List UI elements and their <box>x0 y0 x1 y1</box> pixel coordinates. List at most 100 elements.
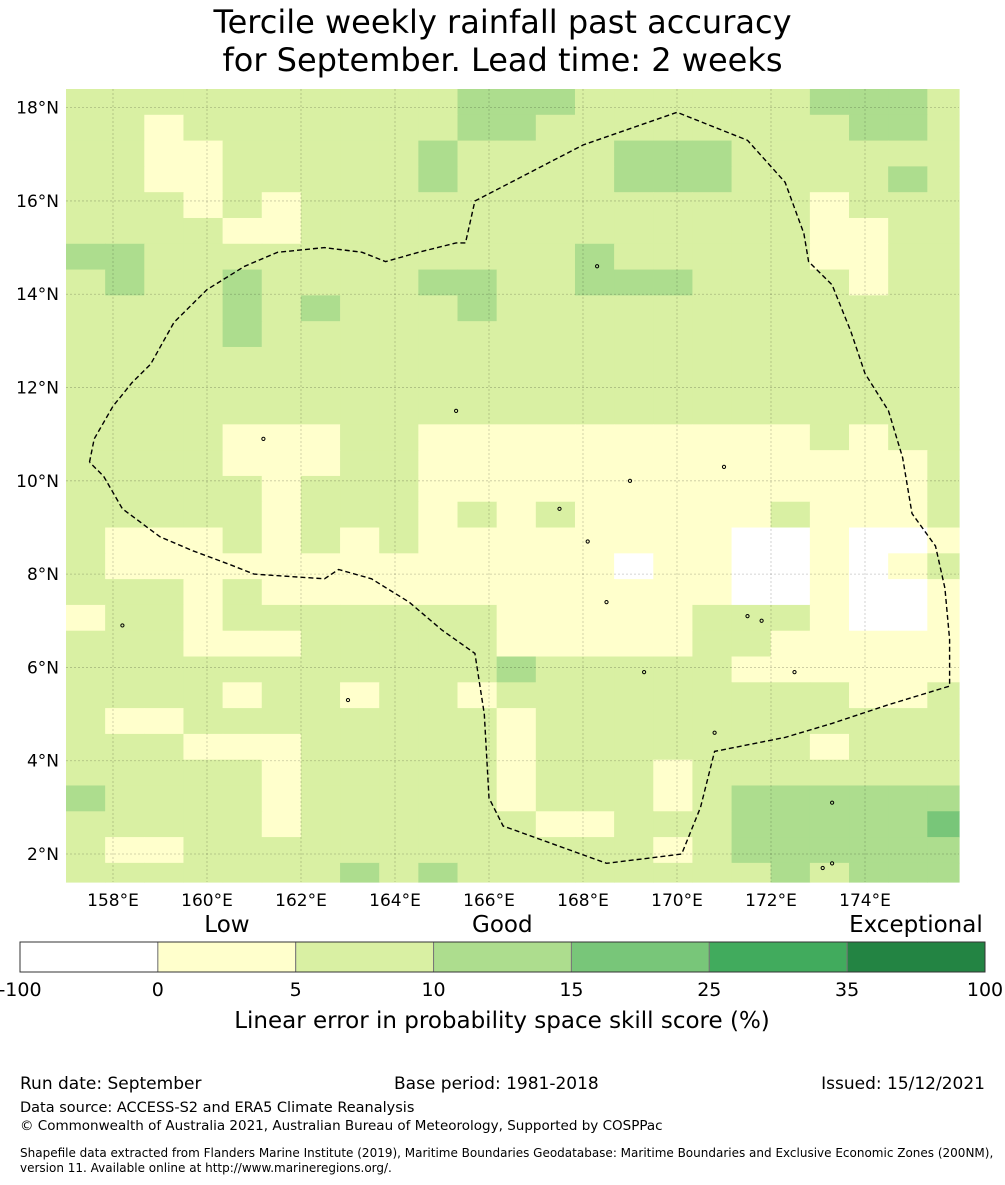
grid-cell <box>340 475 380 503</box>
grid-cell <box>379 192 419 219</box>
grid-cell <box>340 114 380 142</box>
grid-cell <box>261 424 302 451</box>
latitude-axis: 2°N 4°N 6°N 8°N 10°N 12°N 14°N 16°N 18°N <box>16 99 59 865</box>
grid-cell <box>418 89 459 116</box>
grid-cell <box>105 321 145 348</box>
grid-cell <box>849 862 889 883</box>
grid-cell <box>731 501 772 529</box>
grid-cell <box>692 759 733 787</box>
colorbar <box>19 941 986 973</box>
skill-map-figure: 158°E 160°E 162°E 164°E 166°E 168°E 170°E 172°E… <box>0 89 1003 1034</box>
grid-cell <box>66 372 106 400</box>
grid-cell <box>340 579 380 606</box>
grid-cell <box>535 140 576 167</box>
island-outline <box>830 861 835 866</box>
grid-cell <box>418 708 459 735</box>
grid-cell <box>496 114 537 142</box>
grid-cell <box>770 295 811 322</box>
grid-cell <box>300 708 341 735</box>
grid-cell <box>574 269 615 296</box>
grid-cell <box>105 733 145 761</box>
grid-cell <box>183 656 224 683</box>
run-date: Run date: September <box>20 1074 202 1094</box>
grid-cell <box>888 450 928 477</box>
grid-cell <box>183 527 224 554</box>
grid-cell <box>888 140 928 167</box>
grid-cell <box>849 630 889 658</box>
grid-cell <box>770 682 811 709</box>
grid-cell <box>535 269 576 296</box>
grid-cell <box>261 604 302 632</box>
grid-cell <box>888 295 928 322</box>
grid-cell <box>574 475 615 503</box>
grid-cell <box>770 759 811 787</box>
grid-cell <box>144 862 185 883</box>
grid-cell <box>222 837 263 864</box>
grid-cell <box>535 450 576 477</box>
grid-cell <box>653 862 694 883</box>
grid-cell <box>66 217 106 245</box>
grid-cell <box>653 579 694 606</box>
grid-cell <box>300 424 341 451</box>
grid-cell <box>770 630 811 658</box>
grid-cell <box>849 579 889 606</box>
grid-cell <box>888 501 928 529</box>
grid-cell <box>731 321 772 348</box>
grid-cell <box>222 398 263 425</box>
grid-cell <box>653 501 694 529</box>
grid-cell <box>457 450 498 477</box>
grid-cell <box>692 475 733 503</box>
grid-cell <box>809 346 850 374</box>
grid-cell <box>457 759 498 787</box>
grid-cell <box>144 398 185 425</box>
grid-cell <box>457 243 498 271</box>
latitude-tick-label: 16°N <box>16 192 59 212</box>
grid-cell <box>457 862 498 883</box>
grid-cell <box>770 346 811 374</box>
grid-cell <box>496 656 537 683</box>
grid-cell <box>418 837 459 864</box>
grid-cell <box>614 527 654 554</box>
grid-cell <box>222 862 263 883</box>
grid-cell <box>183 475 224 503</box>
grid-cell <box>496 862 537 883</box>
latitude-tick-label: 18°N <box>16 99 59 119</box>
grid-cell <box>457 501 498 529</box>
grid-cell <box>222 630 263 658</box>
grid-cell <box>66 398 106 425</box>
grid-cell <box>183 708 224 735</box>
grid-cell <box>888 398 928 425</box>
grid-cell <box>888 89 928 116</box>
grid-cell <box>261 321 302 348</box>
grid-cell <box>340 630 380 658</box>
grid-cell <box>105 424 145 451</box>
colorbar-tick-label: -100 <box>0 979 42 1001</box>
grid-cell <box>614 217 654 245</box>
grid-cell <box>770 89 811 116</box>
grid-cell <box>418 295 459 322</box>
grid-cell <box>144 424 185 451</box>
grid-cell <box>340 862 380 883</box>
grid-cell <box>457 708 498 735</box>
grid-cell <box>144 192 185 219</box>
grid-cell <box>692 811 733 838</box>
grid-cell <box>574 759 615 787</box>
grid-cell <box>770 527 811 554</box>
grid-cell <box>653 656 694 683</box>
grid-cell <box>809 140 850 167</box>
grid-cell <box>574 682 615 709</box>
grid-cell <box>66 656 106 683</box>
grid-cell <box>66 708 106 735</box>
grid-cell <box>614 604 654 632</box>
grid-cell <box>692 708 733 735</box>
grid-cell <box>809 114 850 142</box>
grid-cell <box>66 630 106 658</box>
grid-cell <box>809 604 850 632</box>
islands <box>120 264 835 871</box>
grid-cell <box>731 862 772 883</box>
grid-cell <box>183 682 224 709</box>
grid-cell <box>653 346 694 374</box>
grid-cell <box>261 269 302 296</box>
grid-cell <box>574 192 615 219</box>
issued-date: Issued: 15/12/2021 <box>821 1074 985 1094</box>
